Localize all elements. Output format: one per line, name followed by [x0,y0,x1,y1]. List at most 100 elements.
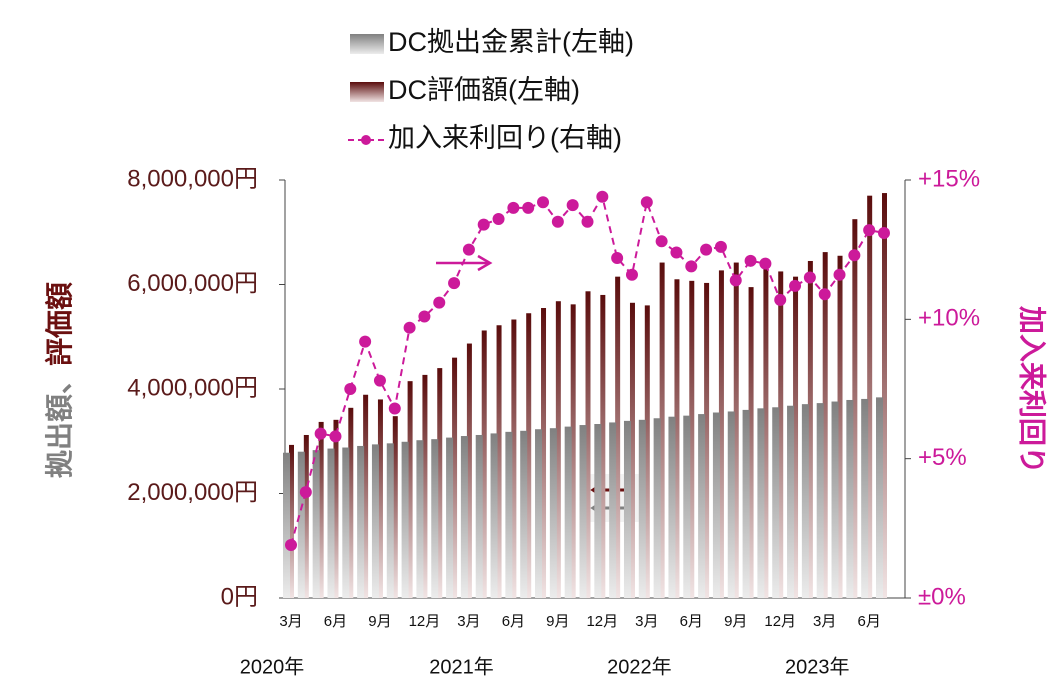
line-point [433,296,446,309]
line-point [507,201,520,214]
line-point [833,268,846,281]
x-tick-label: 6月 [680,613,703,630]
bar [496,325,502,598]
bar [437,368,443,598]
bar [772,407,780,598]
bar [801,404,809,598]
line-point [596,190,609,203]
bar [668,416,676,598]
bar [733,262,739,598]
bar [327,448,335,598]
bar [570,304,576,598]
bar [386,443,394,598]
bar [876,397,883,598]
legend-swatch [350,82,384,102]
bar [629,302,635,598]
bar [452,357,458,598]
line-point [878,226,890,239]
bar [712,412,720,598]
bar [787,405,795,598]
line-point [551,215,564,228]
year-label: 2020年 [240,655,305,678]
bar [511,319,517,598]
x-tick-label: 3月 [457,613,480,630]
bar [882,193,887,598]
line-point [640,196,653,209]
bar [831,401,839,598]
bar [401,441,409,598]
bar [623,420,631,598]
bar [579,425,587,598]
bar [392,416,398,598]
bar [674,279,680,598]
line-point [285,539,297,552]
line-point [818,288,831,301]
bar [683,415,691,598]
line-point [655,235,668,248]
bar [742,409,750,598]
line-point [625,268,638,281]
y2-tick-label: +5% [918,444,967,471]
line-point [581,215,594,228]
bar [357,445,365,598]
line-point [789,279,802,292]
x-tick-label: 9月 [546,613,569,630]
line-point [744,254,757,267]
bar [757,408,765,598]
bar [748,287,754,598]
line-point [566,199,579,212]
line-point [418,310,431,323]
bar [549,428,557,598]
bar [490,433,498,598]
line-point [388,402,401,415]
bar [481,330,487,598]
y2-tick-label: +15% [918,165,980,192]
bar [653,418,661,598]
legend-swatch [350,34,384,54]
bar [807,260,813,598]
bar [638,419,646,598]
x-tick-label: 3月 [813,613,836,630]
line-point [848,249,861,262]
bar [342,447,350,598]
bar [371,444,379,598]
bar [312,450,320,598]
bar [446,437,454,598]
bar [763,267,769,598]
line-point [373,374,386,387]
bar [846,399,854,598]
bar [333,419,339,598]
y2-axis-title: 加入来利回り [1017,306,1048,474]
bar [816,403,824,598]
x-tick-label: 9月 [724,613,747,630]
bar [520,430,528,598]
bar [594,424,602,598]
bar [283,452,290,598]
line-point [774,293,787,306]
legend-label: DC評価額(左軸) [388,75,580,105]
line-point [759,257,772,270]
bar [422,374,428,598]
bar [609,422,617,598]
bar [615,276,621,598]
line-point [344,383,357,395]
bar [303,434,309,598]
bar [718,270,724,598]
bar [698,414,706,598]
y-tick-label: 4,000,000円 [127,374,258,401]
bar [644,305,650,598]
bar [861,398,869,598]
legend-label: 加入来利回り(右軸) [388,123,622,153]
line-point [492,213,505,226]
year-label: 2021年 [429,655,494,678]
legend-label: DC拠出金累計(左軸) [388,27,634,57]
y-axis-title-part: 評価額 [43,282,75,366]
x-tick-label: 12月 [764,613,796,630]
y-tick-label: 6,000,000円 [127,270,258,297]
line-point [522,201,535,214]
x-tick-label: 3月 [635,613,658,630]
y-tick-label: 0円 [221,583,258,610]
line-point [329,430,342,443]
line-point [611,252,624,265]
